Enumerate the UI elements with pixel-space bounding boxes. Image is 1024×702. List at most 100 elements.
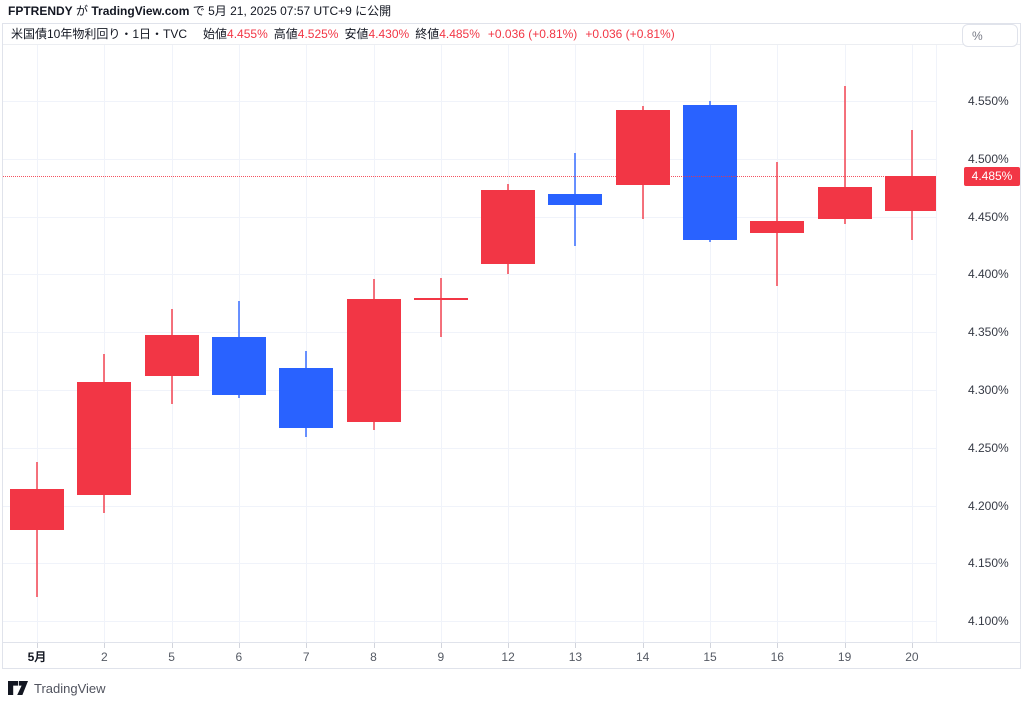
time-axis-label: 14: [636, 650, 650, 664]
h-gridline: [3, 158, 936, 160]
time-axis-label: 9: [437, 650, 445, 664]
chart-legend: 米国債10年物利回り・1日・TVC 始値4.455% 高値4.525% 安値4.430…: [3, 24, 1020, 44]
candle[interactable]: [77, 381, 132, 496]
candle[interactable]: [413, 297, 468, 300]
attribution-suffix: で 5月 21, 2025 07:57 UTC+9 に公開: [192, 4, 392, 18]
percent-scale-button[interactable]: %: [962, 24, 1018, 47]
attribution-source-link[interactable]: TradingView.com: [91, 4, 190, 18]
time-axis-label: 7: [302, 650, 310, 664]
tradingview-logo-text[interactable]: TradingView: [34, 680, 106, 696]
candle[interactable]: [279, 368, 334, 429]
chart-pane[interactable]: [3, 45, 936, 642]
time-axis-tick: [575, 643, 577, 648]
candle-wick: [843, 86, 846, 224]
legend-ohlc-value: 4.525%: [297, 27, 339, 41]
footer-brand: TradingView: [8, 679, 106, 697]
v-gridline: [440, 45, 442, 642]
candle[interactable]: [683, 104, 737, 240]
price-axis-label: 4.450%: [968, 209, 1009, 224]
legend-ohlc-label: 始値: [203, 27, 228, 41]
h-gridline: [3, 621, 936, 623]
price-axis-label: 4.300%: [968, 383, 1009, 397]
legend-change-value: +0.036 (+0.81%): [487, 27, 578, 41]
legend-ohlc-value: 4.455%: [227, 27, 268, 41]
time-axis-label: 19: [837, 650, 852, 664]
tradingview-logo-icon[interactable]: [8, 681, 28, 695]
price-axis-label: 4.350%: [968, 325, 1009, 340]
h-gridline: [3, 390, 936, 391]
time-axis-label: 5: [168, 650, 175, 664]
time-axis-label: 8: [370, 650, 377, 664]
legend-ohlc-label: 高値: [273, 27, 298, 41]
time-axis-tick: [238, 643, 240, 648]
v-gridline: [777, 45, 779, 642]
candle[interactable]: [548, 193, 603, 206]
price-axis-label: 4.500%: [968, 151, 1009, 166]
h-gridline: [3, 216, 936, 218]
candle-wick: [439, 277, 442, 337]
price-axis-label: 4.550%: [968, 94, 1009, 109]
time-axis-tick: [373, 643, 375, 648]
legend-ohlc-label: 安値: [344, 27, 369, 41]
candle[interactable]: [884, 176, 936, 211]
time-axis-label: 15: [703, 650, 717, 664]
attribution-particle: が: [76, 4, 89, 18]
v-gridline: [844, 45, 846, 642]
attribution-author: FPTRENDY: [8, 4, 73, 18]
time-axis-tick: [306, 643, 308, 648]
price-axis-label: 4.400%: [968, 267, 1009, 282]
h-gridline: [3, 563, 936, 565]
legend-ohlc-label: 終値: [415, 27, 440, 41]
price-axis-label: 4.150%: [968, 556, 1009, 571]
time-axis-tick: [440, 643, 442, 648]
time-axis-label: 20: [905, 650, 919, 664]
time-axis-label: 12: [501, 650, 515, 664]
price-axis-label: 4.100%: [968, 614, 1009, 629]
h-gridline: [3, 101, 936, 103]
price-axis-label: 4.250%: [968, 440, 1009, 455]
legend-ohlc-value: 4.485%: [439, 27, 480, 41]
candle[interactable]: [750, 221, 805, 233]
time-axis-tick: [642, 643, 644, 648]
time-axis-tick: [171, 643, 173, 648]
candle[interactable]: [817, 186, 872, 219]
candle[interactable]: [144, 334, 199, 377]
v-gridline: [306, 45, 308, 642]
time-axis-tick: [911, 643, 913, 648]
time-axis-tick: [844, 643, 846, 648]
last-price-line: [3, 176, 936, 178]
time-axis-label: 13: [568, 650, 583, 664]
candle[interactable]: [346, 298, 401, 423]
time-axis-label: 5月: [27, 650, 47, 664]
candle[interactable]: [481, 190, 536, 265]
legend-ohlc-value: 4.430%: [368, 27, 410, 41]
h-gridline: [3, 505, 936, 507]
last-price-badge: 4.485%: [964, 166, 1020, 186]
legend-changes: +0.036 (+0.81%) +0.036 (+0.81%): [480, 27, 675, 41]
h-gridline: [3, 332, 936, 334]
candle[interactable]: [211, 336, 266, 395]
chart-header: 米国債10年物利回り・1日・TVC 始値4.455% 高値4.525% 安値4.430…: [3, 24, 1020, 45]
v-gridline: [710, 45, 711, 642]
v-gridline: [642, 45, 644, 642]
h-gridline: [3, 447, 936, 449]
time-axis[interactable]: 5月 2 5 6 7 8 9 12 13 14 15 16 19 20: [3, 642, 1020, 668]
h-gridline: [3, 274, 936, 276]
time-axis-label: 16: [770, 650, 784, 664]
time-axis-tick: [777, 643, 779, 648]
price-axis[interactable]: 4.550% 4.500% 4.450% 4.400% 4.350% 4.300% 4.25…: [936, 45, 1020, 642]
candle[interactable]: [10, 489, 64, 530]
v-gridline: [508, 45, 510, 642]
candle[interactable]: [615, 110, 670, 186]
legend-change-value: +0.036 (+0.81%): [585, 27, 675, 41]
time-axis-tick: [508, 643, 510, 648]
v-gridline: [37, 45, 38, 642]
time-axis-label: 2: [100, 650, 108, 664]
v-gridline: [911, 45, 913, 642]
symbol-title[interactable]: 米国債10年物利回り・1日・TVC: [11, 27, 188, 41]
time-axis-tick: [37, 643, 38, 648]
legend-ohlc: 始値4.455% 高値4.525% 安値4.430% 終値4.485%: [197, 27, 480, 41]
time-axis-tick: [104, 643, 106, 648]
time-axis-label: 6: [235, 650, 243, 664]
